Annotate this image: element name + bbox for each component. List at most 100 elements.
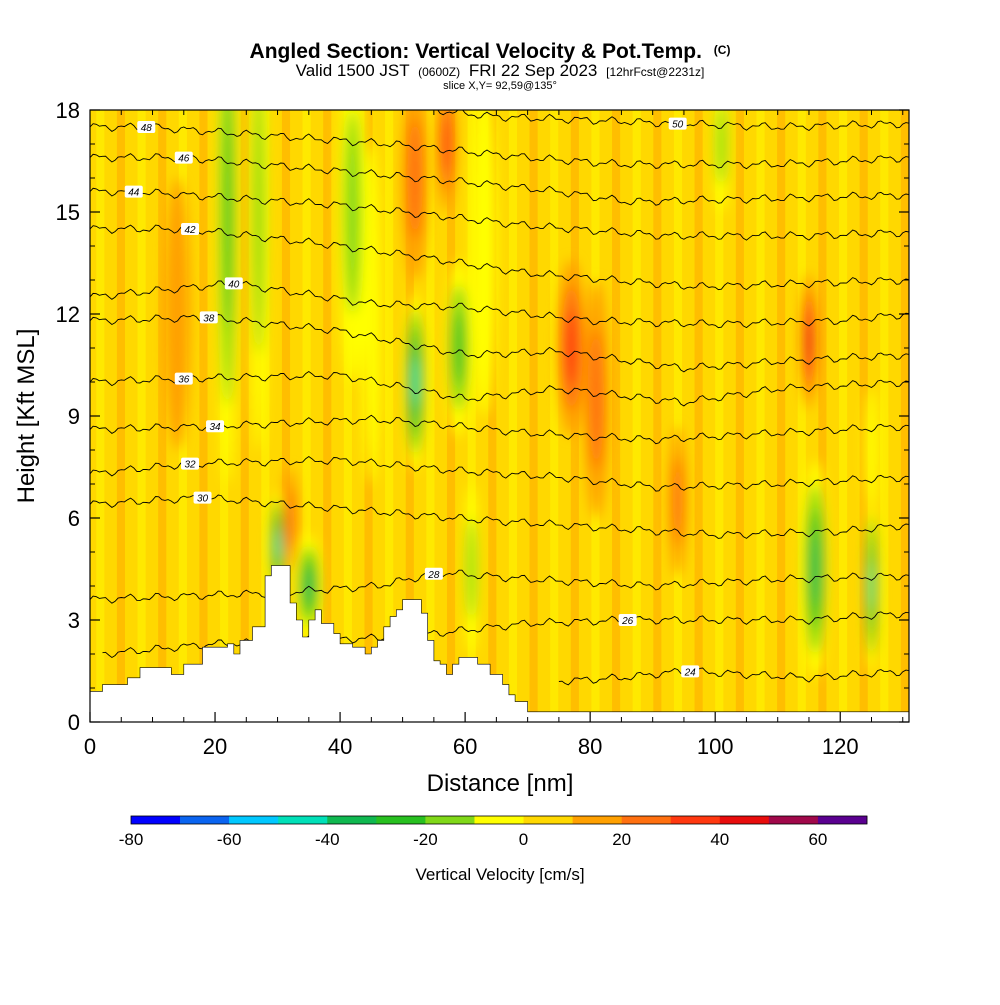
- isentrope-line: [90, 414, 909, 445]
- isentrope-label-text: 42: [184, 225, 196, 236]
- x-tick-label: 0: [84, 734, 96, 759]
- isentrope-label: 40: [224, 277, 243, 290]
- title-suffix: (C): [714, 43, 731, 57]
- colorbar-swatch: [278, 816, 328, 824]
- isentrope-label-box: [681, 665, 700, 678]
- isentrope-label-box: [199, 311, 218, 324]
- isentrope-label-text: 38: [203, 313, 215, 324]
- y-tick-label: 6: [68, 506, 80, 531]
- velocity-cell: [412, 357, 418, 407]
- y-tick-label: 3: [68, 608, 80, 633]
- isentrope-label-box: [193, 491, 212, 504]
- velocity-stripe: [281, 110, 291, 722]
- isentrope-label-box: [124, 185, 143, 198]
- velocity-stripe: [302, 110, 311, 722]
- isentrope-label: 44: [124, 185, 143, 199]
- x-tick-label: 100: [697, 734, 734, 759]
- velocity-stripe: [199, 110, 208, 722]
- colorbar-swatch: [621, 816, 672, 824]
- colorbar-swatch: [425, 816, 475, 824]
- isentrope-label-text: 26: [621, 616, 634, 627]
- isentrope-label: 46: [174, 151, 193, 165]
- isentrope-label: 30: [193, 491, 212, 505]
- x-tick-label: 60: [453, 734, 477, 759]
- velocity-stripe: [777, 110, 786, 722]
- isentrope-line: [90, 224, 909, 291]
- velocity-stripe: [632, 110, 641, 722]
- isentrope-label-text: 44: [128, 188, 140, 199]
- colorbar: -80 -60 -40 -20 0 20 40 60: [119, 815, 868, 849]
- isentrope-label-box: [181, 223, 200, 235]
- velocity-stripe: [756, 110, 765, 722]
- slice-label: slice X,Y= 92,59@135°: [443, 80, 557, 92]
- date-label: FRI 22 Sep 2023: [469, 61, 598, 80]
- velocity-cell: [466, 518, 476, 620]
- colorbar-tick-label: -80: [119, 830, 144, 849]
- y-tick-label: 18: [56, 98, 80, 123]
- velocity-stripe: [838, 110, 848, 722]
- velocity-stripe: [385, 110, 394, 722]
- velocity-cell: [253, 110, 265, 355]
- velocity-stripe: [612, 110, 621, 722]
- colorbar-label: Vertical Velocity [cm/s]: [415, 865, 584, 884]
- colorbar-swatch: [474, 816, 524, 824]
- isentrope-label-text: 48: [141, 123, 153, 134]
- velocity-cell: [471, 110, 497, 416]
- isentrope-label-text: 40: [228, 279, 240, 290]
- velocity-cell: [865, 388, 878, 512]
- velocity-cell: [275, 530, 280, 561]
- velocity-cell: [344, 110, 361, 314]
- velocity-stripe: [343, 110, 352, 722]
- isentrope-label: 36: [174, 372, 193, 386]
- chart-title: Angled Section: Vertical Velocity & Pot.…: [250, 40, 731, 63]
- velocity-stripe: [261, 110, 270, 722]
- colorbar-swatch: [572, 816, 622, 824]
- velocity-stripe: [797, 110, 806, 722]
- velocity-stripe: [426, 110, 435, 722]
- plot-background: [90, 110, 909, 722]
- colorbar-swatch: [768, 816, 819, 824]
- isentrope-label-box: [174, 151, 193, 164]
- velocity-cell: [453, 310, 465, 386]
- colorbar-tick-label: 0: [519, 830, 528, 849]
- colorbar-tick-label: -20: [413, 830, 438, 849]
- isentrope-line: [90, 569, 909, 604]
- isentrope-line: [90, 455, 909, 492]
- colorbar-swatch: [670, 816, 721, 824]
- isentrope-label-text: 50: [672, 120, 684, 131]
- isentrope-line: [102, 611, 909, 659]
- isentrope-label-box: [206, 420, 225, 433]
- velocity-stripe: [550, 110, 559, 722]
- isentrope-label-box: [424, 567, 443, 580]
- velocity-stripe: [859, 110, 868, 722]
- isentrope-label: 38: [199, 311, 218, 324]
- isentrope-label-box: [181, 457, 200, 470]
- velocity-stripe: [240, 110, 249, 722]
- velocity-stripe: [735, 110, 744, 722]
- isentrope-label-text: 32: [184, 460, 196, 471]
- isentrope-label: 50: [668, 117, 687, 131]
- velocity-stripe: [880, 110, 889, 722]
- isentrope-label-text: 24: [684, 667, 697, 678]
- isentrope-label: 32: [181, 457, 200, 471]
- isentrope-label-text: 46: [178, 154, 190, 165]
- velocity-stripe: [488, 110, 497, 722]
- isentrope-label-box: [174, 372, 193, 385]
- colorbar-swatch: [719, 816, 770, 824]
- velocity-stripe: [653, 110, 662, 722]
- x-axis-label: Distance [nm]: [427, 770, 574, 797]
- velocity-cell: [565, 310, 578, 386]
- colorbar-swatch: [131, 816, 181, 824]
- isentrope-line: [90, 122, 909, 170]
- isentrope-label: 42: [181, 223, 200, 236]
- x-axis: 0 20 40 60 80 100 120: [84, 110, 904, 759]
- velocity-stripe: [116, 110, 126, 722]
- valid-label: Valid 1500 JST: [296, 61, 410, 80]
- isentrope-line: [90, 314, 909, 373]
- y-tick-label: 15: [56, 200, 80, 225]
- velocity-stripe: [467, 110, 476, 722]
- isentrope-label: 26: [618, 614, 637, 627]
- velocity-stripe: [694, 110, 703, 722]
- isentrope-label: 28: [424, 567, 443, 581]
